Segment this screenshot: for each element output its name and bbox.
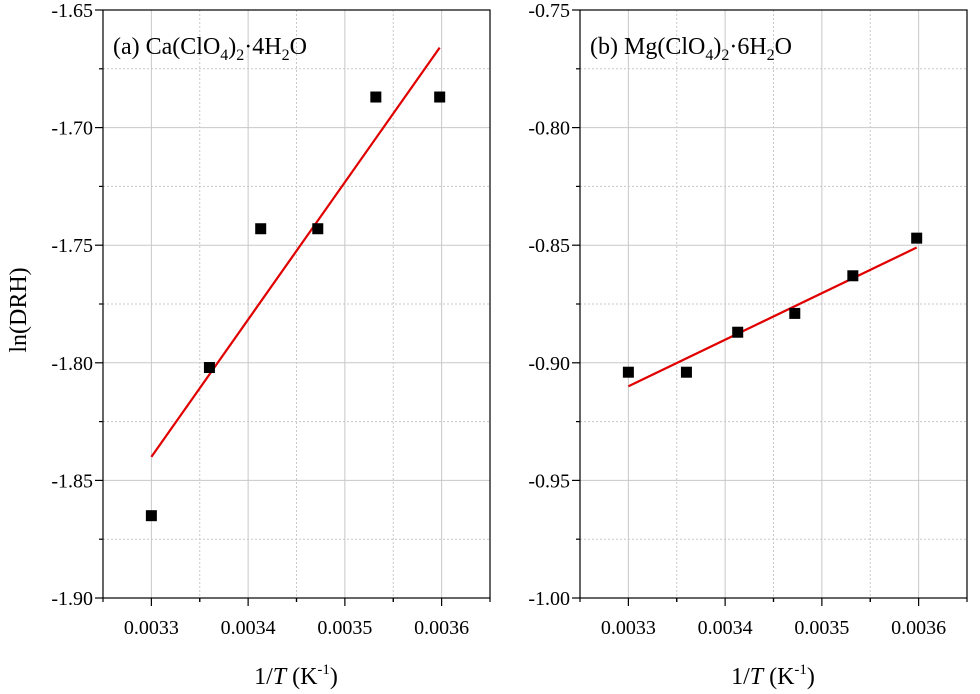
y-tick-label: -0.80: [528, 118, 570, 140]
fit-line: [627, 246, 918, 388]
panel-b: 0.0033 0.0034 0.0035 0.0036 -0.75 -0.80 -0.85 -…: [528, 0, 968, 690]
panel-a-ticks: 0.0033 0.0034 0.0035 0.0036 -1.65 -1.70 -1.75 -…: [51, 0, 491, 639]
data-point: [255, 223, 267, 235]
x-tick-label: 0.0036: [414, 617, 469, 639]
data-point: [732, 326, 744, 338]
y-tick-label: -0.75: [528, 0, 570, 22]
data-point: [312, 223, 324, 235]
x-tick-label: 0.0035: [317, 617, 372, 639]
x-tick-label: 0.0033: [124, 617, 179, 639]
y-tick-label: -1.85: [51, 470, 93, 492]
panel-b-label: (b) Mg(ClO4)2·6H2O: [590, 34, 792, 64]
panel-b-fit-line-group: [627, 246, 918, 388]
x-tick-label: 0.0035: [794, 617, 849, 639]
y-axis-title: ln(DRH): [6, 267, 32, 352]
y-tick-label: -0.85: [528, 235, 570, 257]
x-tick-label: 0.0036: [891, 617, 946, 639]
y-tick-label: -1.80: [51, 353, 93, 375]
data-point: [847, 270, 859, 282]
panel-b-markers: [622, 232, 923, 378]
y-tick-label: -1.90: [51, 588, 93, 610]
data-point: [434, 91, 446, 103]
panel-a-label: (a) Ca(ClO4)2·4H2O: [113, 34, 307, 64]
panel-b-grid: [579, 10, 968, 598]
x-tick-label: 0.0033: [601, 617, 656, 639]
panel-a-x-axis-title: 1/T (K-1): [254, 662, 338, 690]
data-point: [680, 366, 692, 378]
y-tick-label: -0.95: [528, 470, 570, 492]
panel-b-x-axis-title: 1/T (K-1): [731, 662, 815, 690]
x-tick-label: 0.0034: [698, 617, 753, 639]
panel-a: 0.0033 0.0034 0.0035 0.0036 -1.65 -1.70 -1.75 -…: [51, 0, 491, 690]
panel-a-fit-line-group: [150, 46, 441, 458]
data-point: [370, 91, 382, 103]
data-point: [789, 307, 801, 319]
panel-a-grid: [102, 10, 491, 598]
y-tick-label: -1.00: [528, 588, 570, 610]
y-tick-label: -0.90: [528, 353, 570, 375]
fit-line: [150, 46, 441, 458]
x-tick-label: 0.0034: [221, 617, 276, 639]
panel-b-ticks: 0.0033 0.0034 0.0035 0.0036 -0.75 -0.80 -0.85 -…: [528, 0, 968, 639]
y-tick-label: -1.75: [51, 235, 93, 257]
data-point: [911, 232, 923, 244]
y-tick-label: -1.70: [51, 118, 93, 140]
data-point: [203, 362, 215, 374]
data-point: [622, 366, 634, 378]
data-point: [145, 510, 157, 522]
panel-a-markers: [145, 91, 446, 522]
y-tick-label: -1.65: [51, 0, 93, 22]
